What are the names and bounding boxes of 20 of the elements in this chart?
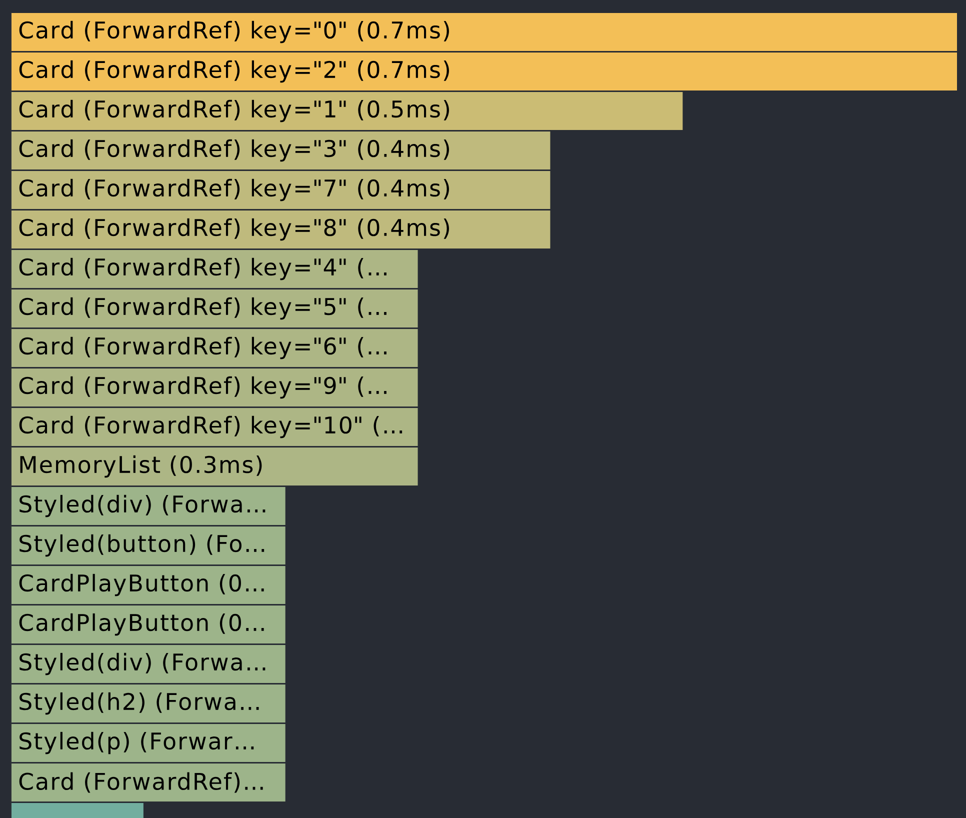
y-tick-label: Card (ForwardRef) key="4" (… bbox=[19, 258, 386, 280]
y-tick-label: CardPlayButton (0… bbox=[19, 574, 264, 596]
y-tick-label: Card (ForwardRef) key="2" (0.7ms) bbox=[19, 60, 449, 83]
y-tick-label: Card (ForwardRef) key="8" (0.4ms) bbox=[19, 218, 449, 241]
y-tick-label: Styled(h2) (Forwa… bbox=[20, 692, 259, 715]
y-tick-label: Card (ForwardRef) key="6" (… bbox=[19, 336, 386, 360]
y-tick-label: Styled(div) (Forwa… bbox=[20, 494, 266, 518]
y-tick-label: Styled(p) (Forwar… bbox=[20, 732, 254, 754]
y-tick-label: Card (ForwardRef) key="0" (0.7ms) bbox=[19, 20, 449, 44]
y-tick-label: Card (ForwardRef) key="7" (0.4ms) bbox=[19, 178, 449, 202]
y-tick-label: Card (ForwardRef) key="9" (… bbox=[19, 376, 386, 399]
y-tick-label: Card (ForwardRef) key="3" (0.4ms) bbox=[19, 139, 449, 162]
y-tick-label: Card (ForwardRef)… bbox=[19, 772, 263, 793]
y-tick-label: CardPlayButton (0… bbox=[19, 613, 264, 636]
y-tick-label: Styled(button) (Fo… bbox=[20, 534, 264, 557]
y-tick-label: Card (ForwardRef) key="1" (0.5ms) bbox=[19, 100, 449, 122]
y-tick-label: Styled(div) (Forwa… bbox=[20, 652, 266, 676]
y-tick-label: Card (ForwardRef) key="5" (… bbox=[19, 297, 386, 320]
y-tick-label: Card (ForwardRef) key="10" (… bbox=[19, 416, 402, 438]
y-tick-label: MemoryList (0.3ms) bbox=[20, 455, 262, 478]
